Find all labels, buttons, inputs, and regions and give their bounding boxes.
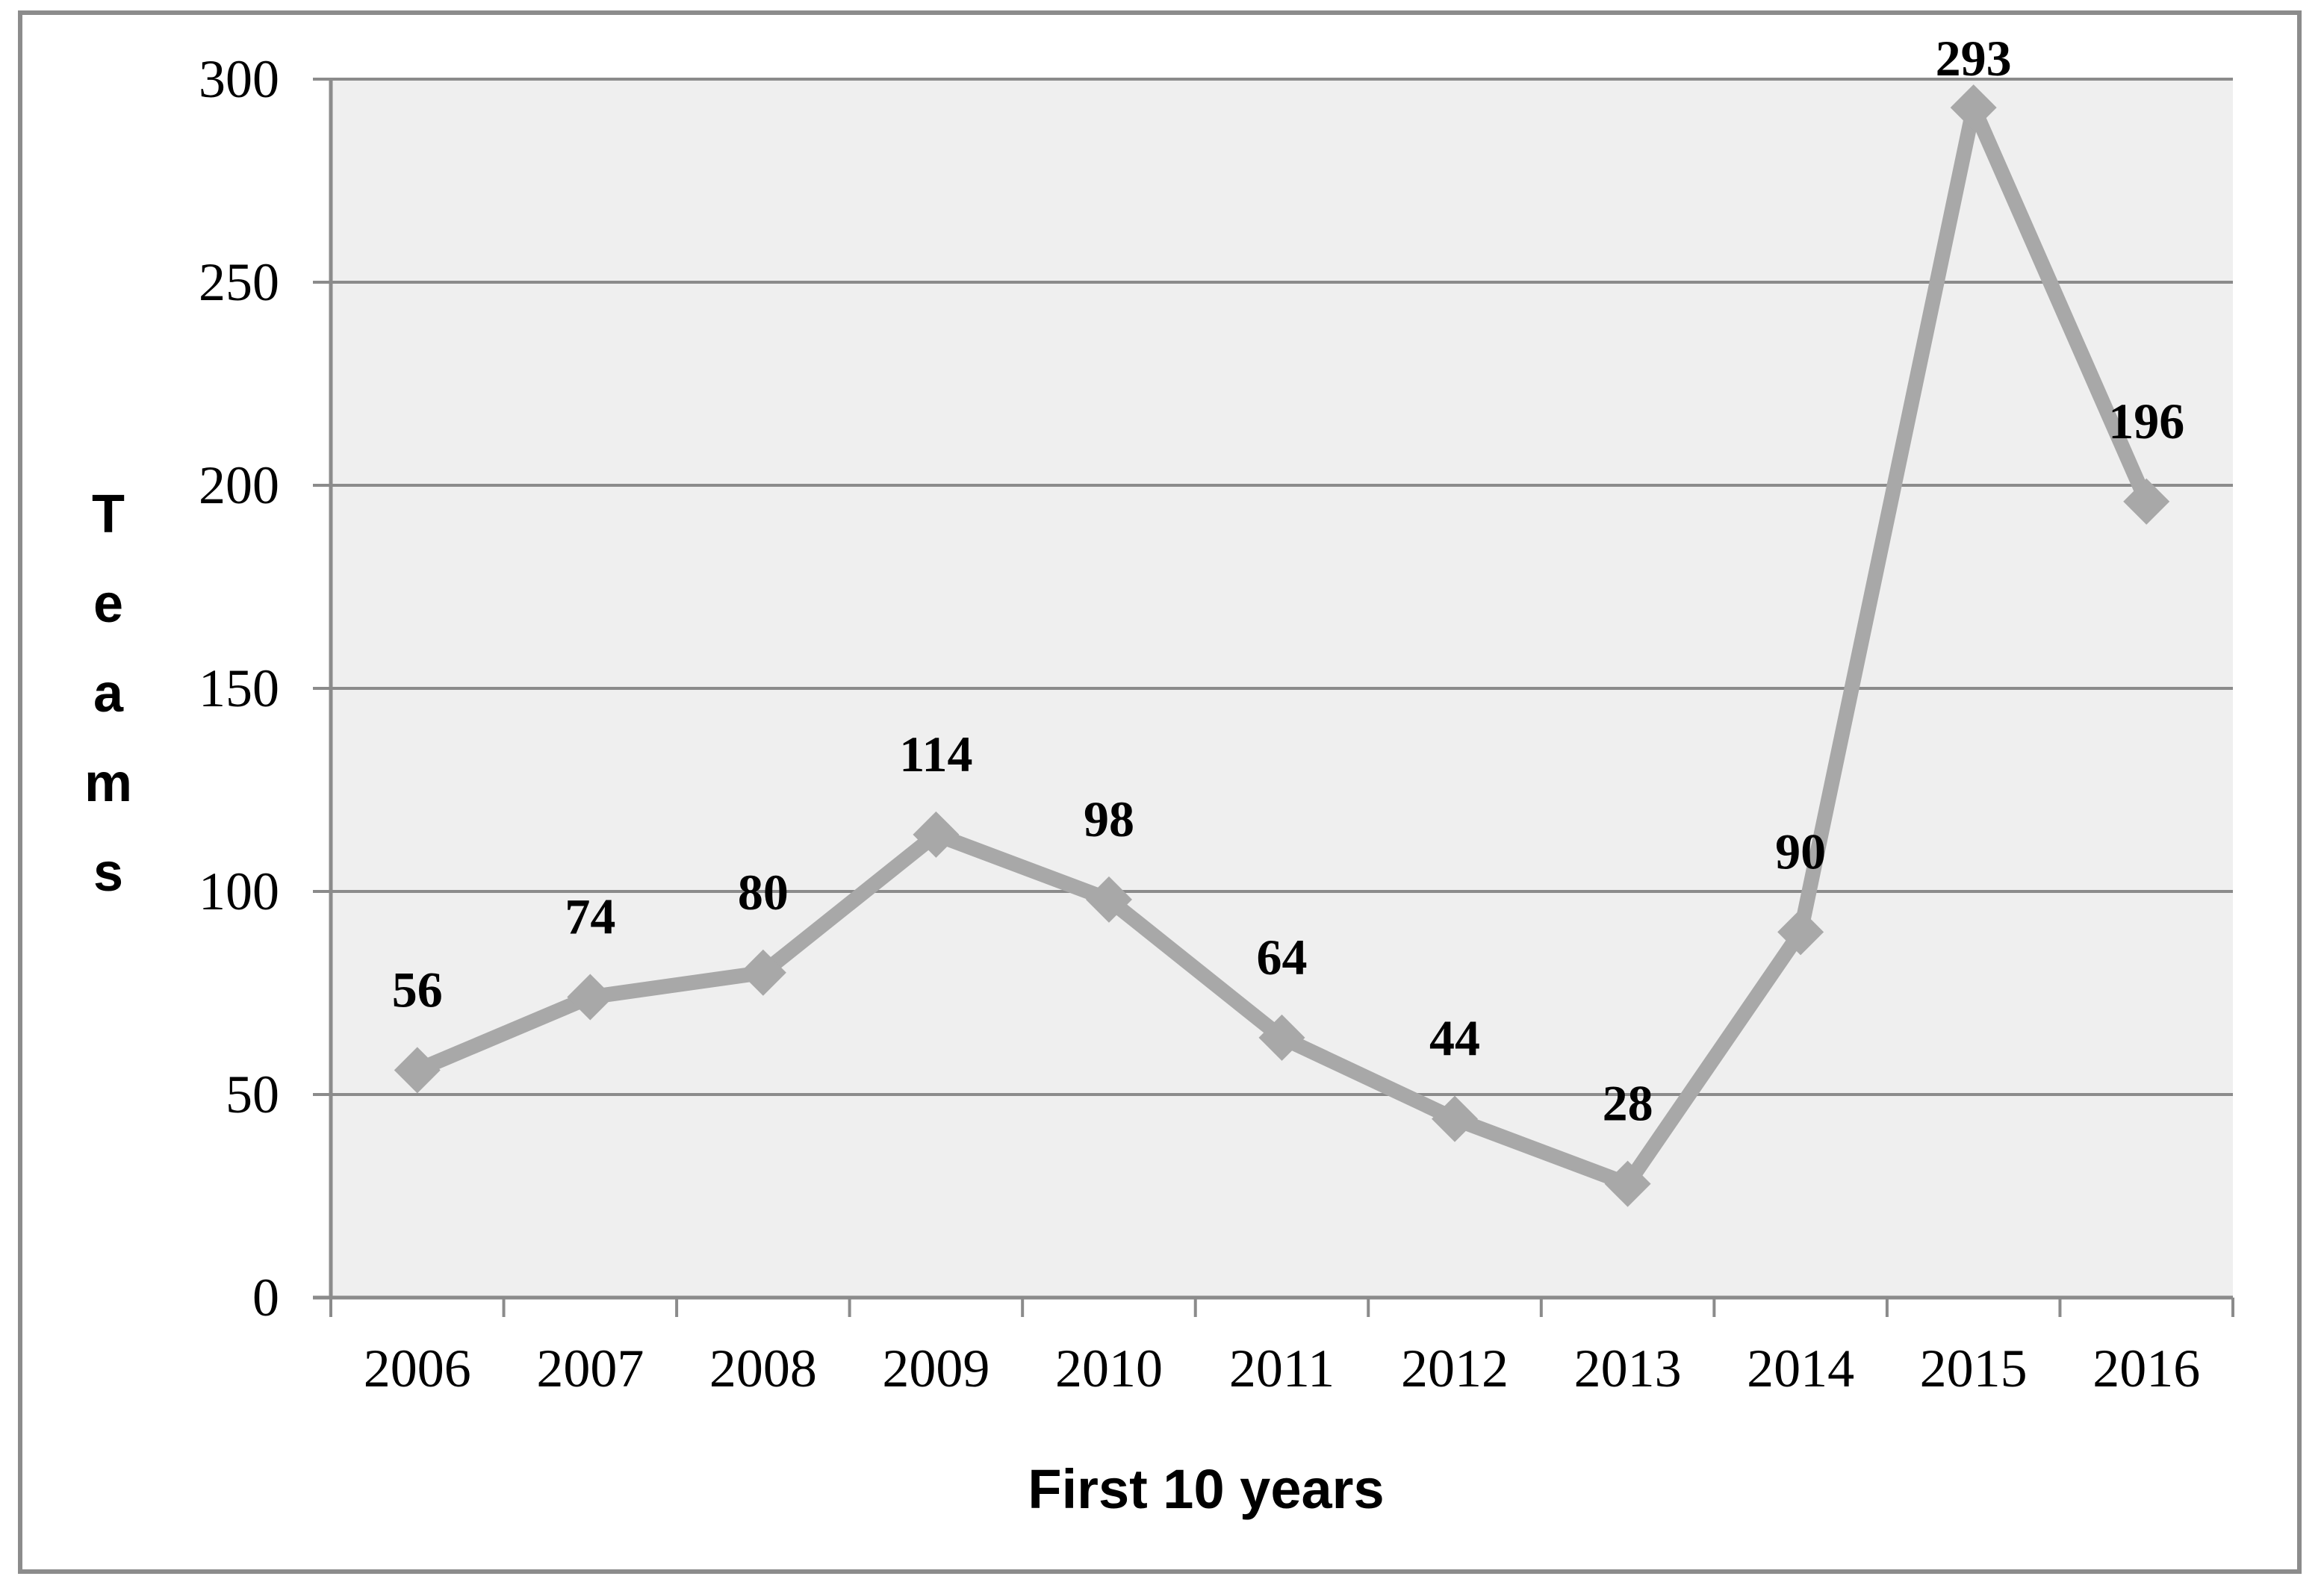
data-label: 64 (1257, 929, 1308, 986)
data-point-marker (394, 1047, 441, 1094)
x-tick-label: 2010 (1055, 1339, 1163, 1398)
x-tick-label: 2008 (709, 1339, 817, 1398)
x-tick-label: 2006 (364, 1339, 471, 1398)
y-tick-label: 200 (199, 455, 279, 515)
x-tick-label: 2012 (1401, 1339, 1509, 1398)
y-tick-label: 0 (252, 1268, 279, 1327)
y-axis-title-letter: e (93, 574, 124, 634)
y-tick-label: 250 (199, 252, 279, 312)
data-label: 90 (1775, 823, 1826, 879)
x-tick-label: 2009 (882, 1339, 989, 1398)
y-tick-label: 300 (199, 49, 279, 109)
x-tick-label: 2013 (1574, 1339, 1682, 1398)
y-axis-title-letter: s (93, 843, 124, 903)
data-point-marker (1604, 1160, 1651, 1207)
y-axis-title-letter: a (93, 664, 124, 723)
x-tick-label: 2015 (1920, 1339, 2028, 1398)
data-point-marker (1085, 876, 1132, 923)
data-point-marker (1432, 1095, 1479, 1142)
y-axis-title-letter: m (84, 753, 133, 813)
data-label: 293 (1936, 30, 2012, 87)
y-axis-title-letter: T (92, 485, 125, 544)
data-point-marker (913, 811, 960, 858)
data-point-marker (1950, 84, 1997, 131)
data-point-marker (739, 949, 786, 996)
x-tick-label: 2016 (2092, 1339, 2200, 1398)
x-tick-label: 2014 (1747, 1339, 1854, 1398)
data-label: 56 (392, 961, 443, 1018)
data-label: 28 (1603, 1075, 1653, 1132)
data-point-marker (2123, 478, 2170, 525)
chart-frame (18, 10, 2302, 1574)
x-tick-label: 2011 (1229, 1339, 1335, 1398)
data-point-marker (567, 974, 614, 1021)
data-point-marker (1777, 909, 1824, 956)
data-label: 98 (1084, 791, 1134, 847)
data-point-marker (1258, 1014, 1305, 1061)
data-label: 44 (1429, 1010, 1480, 1067)
data-label: 114 (899, 726, 972, 782)
data-label: 74 (565, 888, 615, 944)
y-tick-label: 100 (199, 862, 279, 921)
y-tick-label: 150 (199, 658, 279, 718)
x-tick-label: 2007 (536, 1339, 644, 1398)
data-label: 80 (738, 864, 789, 921)
x-axis-title: First 10 years (1028, 1458, 1385, 1520)
y-tick-label: 50 (226, 1065, 279, 1124)
data-label: 196 (2108, 393, 2184, 449)
